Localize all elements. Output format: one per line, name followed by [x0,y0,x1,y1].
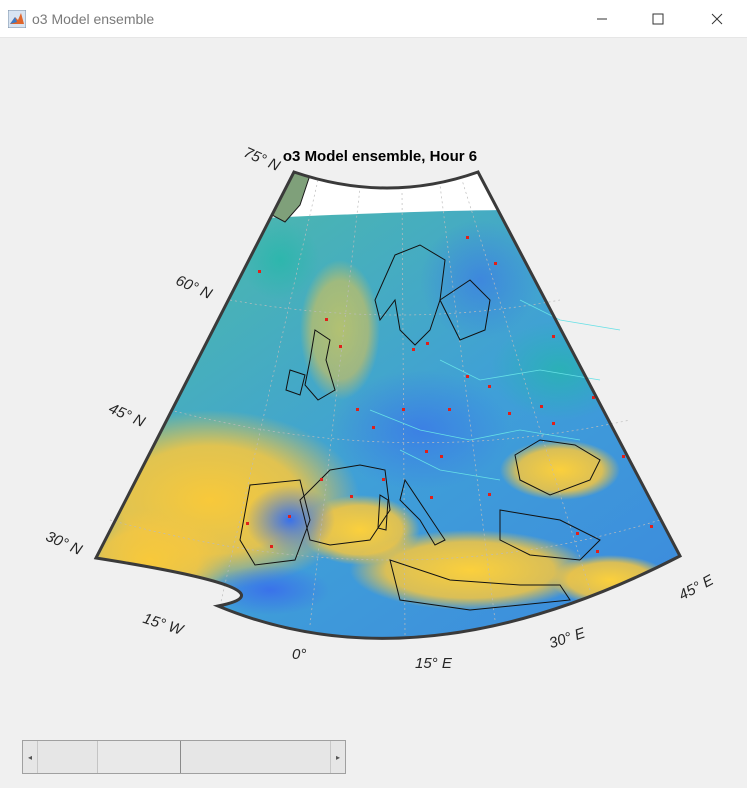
o3-concentration-field [96,172,680,639]
station-markers [246,236,653,553]
window-title: o3 Model ensemble [32,11,155,27]
slider-thumb[interactable] [97,741,181,773]
map-frame [93,170,683,640]
coastlines [239,244,601,611]
map-title: o3 Model ensemble, Hour 6 [282,148,478,165]
slider-left-arrow[interactable]: ◂ [23,741,38,773]
minimize-button[interactable] [574,0,630,37]
graticule [109,179,661,636]
lon-label-0: 0° [292,646,307,663]
matlab-icon [8,10,26,28]
close-button[interactable] [689,0,745,37]
maximize-button[interactable] [630,0,686,37]
borders [369,299,621,481]
window-titlebar: o3 Model ensemble [0,0,747,38]
lon-label-15e: 15° E [415,655,452,672]
hour-slider[interactable]: ◂ ▸ [22,740,346,774]
maximize-icon [652,13,664,24]
slider-right-arrow[interactable]: ▸ [330,741,345,773]
close-icon [711,13,723,24]
minimize-icon [597,18,607,19]
